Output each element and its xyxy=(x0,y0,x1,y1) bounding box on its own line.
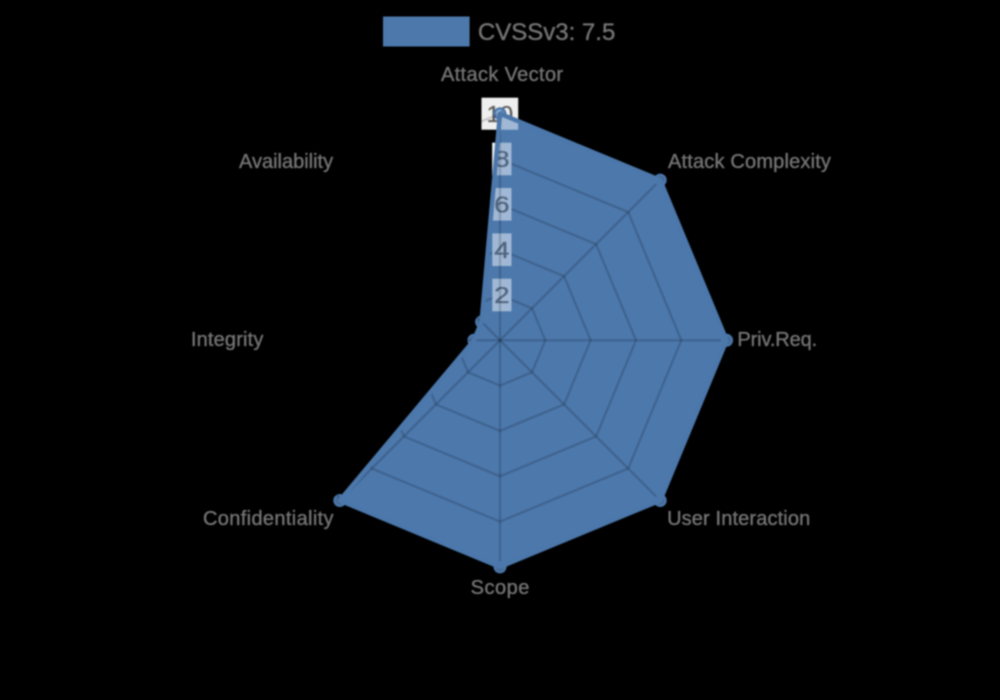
svg-text:Attack Vector: Attack Vector xyxy=(441,64,564,86)
svg-text:6: 6 xyxy=(494,191,510,217)
svg-text:Integrity: Integrity xyxy=(191,329,264,351)
svg-text:Scope: Scope xyxy=(471,577,530,599)
svg-text:Attack Complexity: Attack Complexity xyxy=(668,151,831,173)
svg-text:Confidentiality: Confidentiality xyxy=(203,508,334,530)
svg-text:4: 4 xyxy=(494,237,510,263)
svg-text:2: 2 xyxy=(494,282,510,308)
svg-text:CVSSv3: 7.5: CVSSv3: 7.5 xyxy=(478,19,615,46)
svg-text:Availability: Availability xyxy=(239,151,333,173)
svg-text:Priv.Req.: Priv.Req. xyxy=(737,329,817,351)
svg-text:User Interaction: User Interaction xyxy=(667,508,810,530)
